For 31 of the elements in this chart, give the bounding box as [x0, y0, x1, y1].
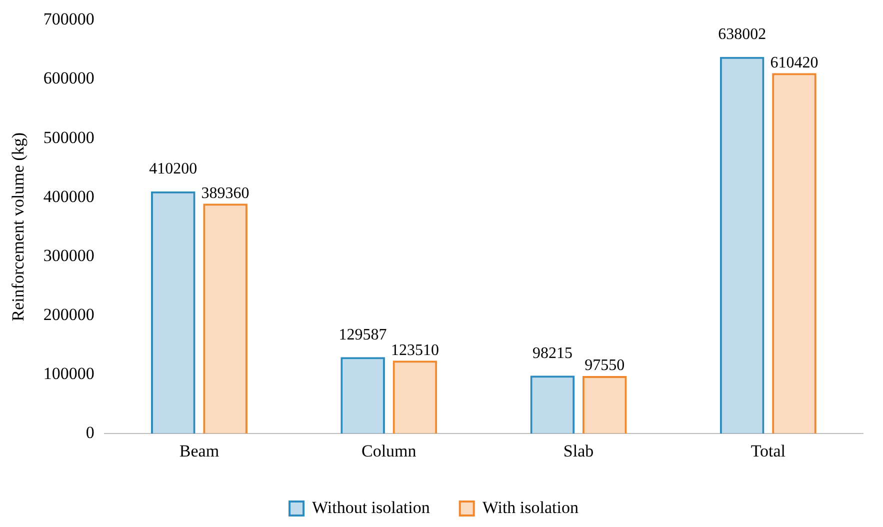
data-label: 98215	[532, 344, 572, 362]
data-label: 389360	[201, 184, 250, 202]
data-label: 123510	[390, 342, 439, 359]
bar	[392, 360, 438, 434]
y-tick-label: 200000	[43, 304, 94, 324]
legend-label: Without isolation	[312, 498, 430, 517]
data-label: 410200	[149, 160, 198, 178]
y-tick-label: 100000	[43, 364, 94, 384]
data-label: 638002	[718, 26, 766, 44]
y-axis-title: Reinforcement volume (kg)	[8, 132, 28, 322]
bar	[582, 376, 627, 434]
x-tick-label: Beam	[179, 441, 220, 460]
y-tick-label: 0	[86, 423, 94, 442]
y-tick-label: 700000	[43, 10, 94, 29]
bar	[720, 56, 764, 434]
bar	[340, 357, 385, 434]
bar	[203, 204, 248, 434]
x-tick-label: Column	[361, 441, 417, 460]
x-tick-label: Slab	[563, 441, 594, 460]
data-label: 129587	[338, 326, 387, 344]
y-tick-label: 300000	[43, 246, 94, 265]
y-tick-label: 600000	[43, 68, 94, 88]
bar	[150, 191, 196, 434]
y-tick-label: 500000	[43, 128, 94, 147]
data-label: 610420	[770, 54, 818, 72]
data-label: 97550	[584, 357, 625, 374]
bar	[772, 73, 816, 434]
bar	[530, 376, 575, 434]
x-tick-label: Total	[750, 441, 786, 460]
legend-label: With isolation	[482, 498, 579, 517]
y-tick-label: 400000	[43, 186, 94, 206]
